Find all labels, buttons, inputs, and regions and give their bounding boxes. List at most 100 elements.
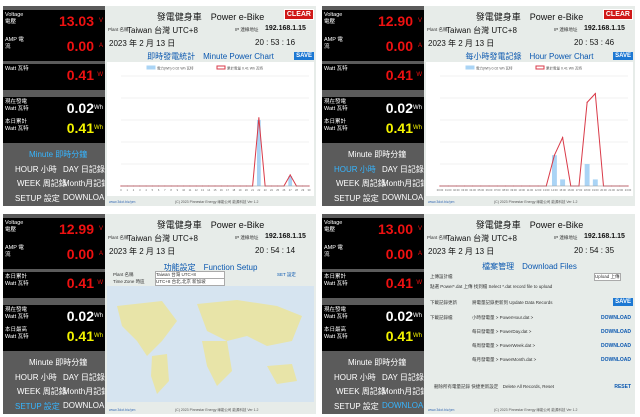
readout-day: 本日累計 Watt 瓦特 0.41 Wh <box>3 117 105 143</box>
nav-item-5[interactable]: SETUP 設定 <box>15 194 60 203</box>
upload-button[interactable]: Upload 上傳 <box>594 273 621 281</box>
x-tick-label: 29 <box>301 188 304 192</box>
nav-item-2[interactable]: DAY 日記錄 <box>382 165 424 174</box>
nav-item-0[interactable]: Minute 即時分鐘 <box>348 150 407 159</box>
nav-item-5[interactable]: SETUP 設定 <box>334 402 379 411</box>
readout-day-value: 0.41 <box>385 120 413 136</box>
nav-item-1[interactable]: HOUR 小時 <box>15 373 57 382</box>
readout-amp-value: 0.00 <box>385 38 413 54</box>
save-button[interactable]: SAVE <box>613 52 633 60</box>
nav-item-3[interactable]: WEEK 周記錄 <box>17 387 67 396</box>
download-link[interactable]: DOWNLOAD <box>601 357 631 363</box>
x-tick-label: 19:00 <box>592 188 599 192</box>
x-tick-label: 16:00 <box>568 188 575 192</box>
readout-day-unit: Wh <box>413 125 422 131</box>
readout-sidebar: Voltage 電壓 13.00 V AMP 電流 0.00 A 本日累計 Watt 瓦特 0… <box>322 214 429 414</box>
legend-swatch <box>535 65 545 70</box>
chart-point <box>594 93 596 95</box>
nav-item-0[interactable]: Minute 即時分鐘 <box>348 358 407 367</box>
readout-cur-unit: Wh <box>94 105 103 111</box>
download-link[interactable]: DOWNLOAD <box>601 343 631 349</box>
readout-sidebar: Voltage 電壓 12.90 V AMP 電流 0.00 A Watt 瓦特 0.41 W 現… <box>322 6 429 206</box>
x-tick-label: 14 <box>207 188 210 192</box>
legend-label: 電力(Wh) 0.02 Wh 瓦特 <box>476 66 513 71</box>
readout-amp-label: AMP 電流 <box>5 245 24 258</box>
legend-label: 累計電量 0.41 Wh 瓦特 <box>227 66 263 71</box>
nav-item-6[interactable]: DOWNLOAD <box>63 193 111 202</box>
ip-label: IP 連線地址 <box>554 27 578 32</box>
page-title: 即時發電統計 Minute Power Chart <box>147 52 274 61</box>
clear-button[interactable]: CLEAR <box>602 9 633 20</box>
nav-item-3[interactable]: WEEK 周記錄 <box>336 387 386 396</box>
readout-voltage-label: Voltage 電壓 <box>5 12 24 25</box>
footer: www.3dot.biz/pm (C) 2023 Pinnestar Energy… <box>424 198 635 206</box>
x-tick-label: 6 <box>158 188 160 192</box>
x-tick-label: 07:00 <box>494 188 501 192</box>
time-display: 20 : 53 : 16 <box>255 38 296 47</box>
ip-label: IP 連線地址 <box>554 235 578 240</box>
x-tick-label: 09:00 <box>510 188 517 192</box>
footer-url[interactable]: www.3dot.biz/pm <box>109 200 136 204</box>
nav-item-3[interactable]: WEEK 周記錄 <box>336 179 386 188</box>
nav-item-4[interactable]: Month月記錄 <box>382 179 429 188</box>
readout-amp: AMP 電流 0.00 A <box>3 243 105 269</box>
nav-item-2[interactable]: DAY 日記錄 <box>63 373 105 382</box>
footer-url[interactable]: www.3dot.biz/pm <box>109 408 136 412</box>
save-button[interactable]: SAVE <box>613 298 633 306</box>
nav-item-5[interactable]: SETUP 設定 <box>15 402 60 411</box>
readout-cur-value: 0.02 <box>385 308 413 324</box>
nav-item-4[interactable]: Month月記錄 <box>63 179 110 188</box>
nav-item-2[interactable]: DAY 日記錄 <box>63 165 105 174</box>
x-tick-label: 3 <box>139 188 141 192</box>
nav-item-6[interactable]: DOWNLOAD <box>382 193 430 202</box>
footer-copyright: (C) 2023 Pinnestar Energy 綠能公司 能源科技 Ver … <box>175 200 259 204</box>
nav-item-1[interactable]: HOUR 小時 <box>334 373 376 382</box>
reset-button[interactable]: RESET <box>614 384 631 390</box>
set-button[interactable]: SET 設定 <box>277 272 296 277</box>
ip-label: IP 連線地址 <box>235 235 259 240</box>
footer-url[interactable]: www.3dot.biz/pm <box>428 408 455 412</box>
nav-item-6[interactable]: DOWNLOAD <box>382 401 430 410</box>
page-title: 功能設定 Function Setup <box>163 263 258 272</box>
readout-watt-value: 0.41 <box>66 275 94 291</box>
main-content: 發電健身車 Power e-Bike Plant 名稱 Taiwan 台灣 UTC+… <box>105 214 316 414</box>
nav-item-0[interactable]: Minute 即時分鐘 <box>29 150 88 159</box>
readout-cur-unit: Wh <box>413 105 422 111</box>
x-tick-label: 9 <box>177 188 179 192</box>
readout-voltage-value: 13.00 <box>377 221 413 237</box>
download-link[interactable]: DOWNLOAD <box>601 329 631 335</box>
readout-cur-label: 現在發電 Watt 瓦特 <box>5 307 29 320</box>
app-panel-2: Voltage 電壓 12.90 V AMP 電流 0.00 A Watt 瓦特 0.41 W 現… <box>322 6 635 206</box>
save-button[interactable]: SAVE <box>294 52 314 60</box>
x-tick-label: 10 <box>182 188 185 192</box>
readout-watt: Watt 瓦特 0.41 W <box>3 64 105 90</box>
download-text: 每月發電量 > PowerMonth.dat > <box>472 357 537 362</box>
download-link[interactable]: DOWNLOAD <box>601 315 631 321</box>
nav-item-5[interactable]: SETUP 設定 <box>334 194 379 203</box>
chart-line <box>440 92 628 187</box>
nav-item-1[interactable]: HOUR 小時 <box>334 165 376 174</box>
download-text: 每周發電量 > PowerWeek.dat > <box>472 343 536 348</box>
setup-timezone-select[interactable]: UTC+8 台北,北京 新加坡 <box>155 278 225 286</box>
x-tick-label: 30 <box>308 188 311 192</box>
nav-item-0[interactable]: Minute 即時分鐘 <box>29 358 88 367</box>
chart-bar <box>584 164 590 186</box>
footer-url[interactable]: www.3dot.biz/pm <box>428 200 455 204</box>
nav-item-4[interactable]: Month月記錄 <box>63 387 110 396</box>
readout-watt-value: 0.41 <box>385 67 413 83</box>
x-tick-label: 14:00 <box>551 188 558 192</box>
readout-watt-label: 本日累計 Watt 瓦特 <box>324 274 348 287</box>
nav-item-3[interactable]: WEEK 周記錄 <box>17 179 67 188</box>
readout-voltage-value: 12.90 <box>377 13 413 29</box>
nav-item-2[interactable]: DAY 日記錄 <box>382 373 424 382</box>
chart-point <box>289 174 291 176</box>
nav-item-1[interactable]: HOUR 小時 <box>15 165 57 174</box>
nav-item-4[interactable]: Month月記錄 <box>382 387 429 396</box>
nav-item-6[interactable]: DOWNLOAD <box>63 401 111 410</box>
x-tick-label: 28 <box>295 188 298 192</box>
plant-label: Plant 名稱 <box>427 27 448 32</box>
clear-button[interactable]: CLEAR <box>283 9 314 20</box>
x-tick-label: 22 <box>257 188 260 192</box>
x-tick-label: 15:00 <box>559 188 566 192</box>
